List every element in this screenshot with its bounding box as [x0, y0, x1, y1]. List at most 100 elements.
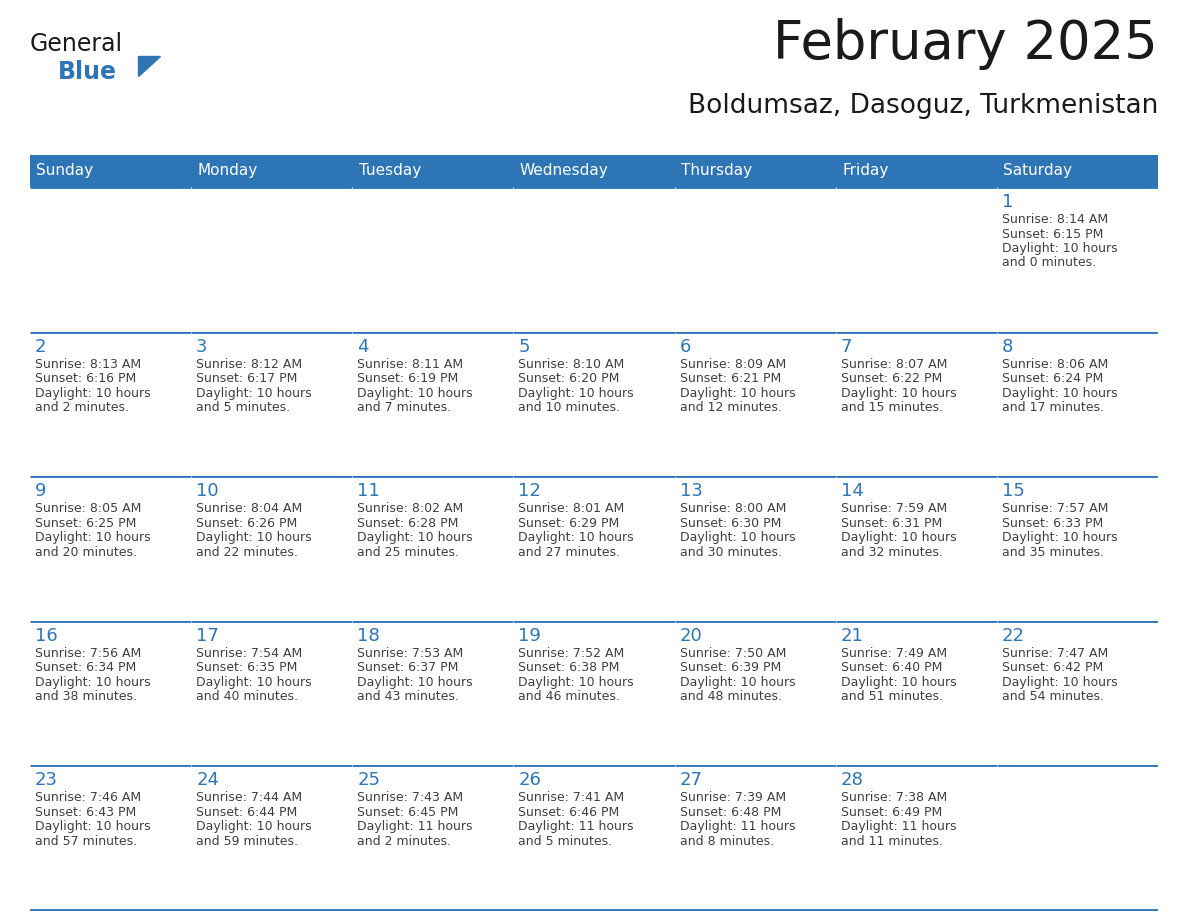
Text: Sunset: 6:34 PM: Sunset: 6:34 PM [34, 661, 137, 675]
Text: 26: 26 [518, 771, 542, 789]
Text: 9: 9 [34, 482, 46, 500]
Text: Sunset: 6:44 PM: Sunset: 6:44 PM [196, 806, 297, 819]
Text: Daylight: 10 hours: Daylight: 10 hours [841, 676, 956, 688]
Text: Sunset: 6:35 PM: Sunset: 6:35 PM [196, 661, 297, 675]
Text: and 32 minutes.: and 32 minutes. [841, 545, 942, 559]
Text: 25: 25 [358, 771, 380, 789]
Text: General: General [30, 32, 124, 56]
Text: Sunrise: 7:59 AM: Sunrise: 7:59 AM [841, 502, 947, 515]
Text: and 43 minutes.: and 43 minutes. [358, 690, 459, 703]
Text: 15: 15 [1001, 482, 1025, 500]
Text: and 30 minutes.: and 30 minutes. [680, 545, 782, 559]
Text: 24: 24 [196, 771, 219, 789]
Text: 21: 21 [841, 627, 864, 644]
Text: and 0 minutes.: and 0 minutes. [1001, 256, 1097, 270]
Text: Daylight: 10 hours: Daylight: 10 hours [196, 676, 311, 688]
Text: and 2 minutes.: and 2 minutes. [358, 834, 451, 848]
Text: Friday: Friday [842, 163, 889, 178]
Text: Sunrise: 8:05 AM: Sunrise: 8:05 AM [34, 502, 141, 515]
Text: Sunrise: 8:01 AM: Sunrise: 8:01 AM [518, 502, 625, 515]
Text: Daylight: 10 hours: Daylight: 10 hours [680, 676, 795, 688]
Text: 5: 5 [518, 338, 530, 355]
Text: 8: 8 [1001, 338, 1013, 355]
Text: Daylight: 10 hours: Daylight: 10 hours [358, 386, 473, 399]
Text: 19: 19 [518, 627, 542, 644]
Text: Daylight: 10 hours: Daylight: 10 hours [1001, 532, 1118, 544]
Text: Blue: Blue [58, 60, 116, 84]
Text: 3: 3 [196, 338, 208, 355]
Text: Sunrise: 7:54 AM: Sunrise: 7:54 AM [196, 647, 303, 660]
Text: and 35 minutes.: and 35 minutes. [1001, 545, 1104, 559]
Text: Sunrise: 8:09 AM: Sunrise: 8:09 AM [680, 358, 785, 371]
Text: Sunset: 6:43 PM: Sunset: 6:43 PM [34, 806, 137, 819]
Text: Sunrise: 7:43 AM: Sunrise: 7:43 AM [358, 791, 463, 804]
Text: Daylight: 10 hours: Daylight: 10 hours [841, 532, 956, 544]
Text: Monday: Monday [197, 163, 258, 178]
Text: 11: 11 [358, 482, 380, 500]
Text: and 25 minutes.: and 25 minutes. [358, 545, 460, 559]
Text: Sunrise: 8:12 AM: Sunrise: 8:12 AM [196, 358, 302, 371]
Text: 17: 17 [196, 627, 219, 644]
Text: Sunset: 6:25 PM: Sunset: 6:25 PM [34, 517, 137, 530]
Text: Sunset: 6:48 PM: Sunset: 6:48 PM [680, 806, 781, 819]
Text: and 27 minutes.: and 27 minutes. [518, 545, 620, 559]
Text: and 59 minutes.: and 59 minutes. [196, 834, 298, 848]
Text: 4: 4 [358, 338, 368, 355]
Text: Sunrise: 8:00 AM: Sunrise: 8:00 AM [680, 502, 786, 515]
Text: and 38 minutes.: and 38 minutes. [34, 690, 137, 703]
Text: Daylight: 10 hours: Daylight: 10 hours [518, 676, 634, 688]
Text: 18: 18 [358, 627, 380, 644]
Text: Sunset: 6:38 PM: Sunset: 6:38 PM [518, 661, 620, 675]
Text: Sunrise: 7:57 AM: Sunrise: 7:57 AM [1001, 502, 1108, 515]
Text: Sunrise: 7:47 AM: Sunrise: 7:47 AM [1001, 647, 1108, 660]
Text: Sunrise: 8:04 AM: Sunrise: 8:04 AM [196, 502, 303, 515]
Text: Sunrise: 8:06 AM: Sunrise: 8:06 AM [1001, 358, 1108, 371]
Text: Sunset: 6:19 PM: Sunset: 6:19 PM [358, 372, 459, 385]
Text: Sunset: 6:40 PM: Sunset: 6:40 PM [841, 661, 942, 675]
Text: Sunset: 6:30 PM: Sunset: 6:30 PM [680, 517, 781, 530]
Text: and 5 minutes.: and 5 minutes. [196, 401, 290, 414]
Text: 22: 22 [1001, 627, 1025, 644]
Text: Daylight: 10 hours: Daylight: 10 hours [518, 386, 634, 399]
Text: Daylight: 10 hours: Daylight: 10 hours [358, 676, 473, 688]
Text: Sunrise: 7:44 AM: Sunrise: 7:44 AM [196, 791, 302, 804]
Text: Saturday: Saturday [1004, 163, 1073, 178]
Text: 28: 28 [841, 771, 864, 789]
Text: Daylight: 10 hours: Daylight: 10 hours [358, 532, 473, 544]
Text: Sunset: 6:21 PM: Sunset: 6:21 PM [680, 372, 781, 385]
Text: Daylight: 10 hours: Daylight: 10 hours [518, 532, 634, 544]
Text: Daylight: 10 hours: Daylight: 10 hours [680, 532, 795, 544]
Text: and 46 minutes.: and 46 minutes. [518, 690, 620, 703]
Text: Sunset: 6:15 PM: Sunset: 6:15 PM [1001, 228, 1104, 241]
Text: and 2 minutes.: and 2 minutes. [34, 401, 129, 414]
Text: Daylight: 11 hours: Daylight: 11 hours [680, 821, 795, 834]
Text: and 20 minutes.: and 20 minutes. [34, 545, 137, 559]
Text: and 10 minutes.: and 10 minutes. [518, 401, 620, 414]
Text: Daylight: 10 hours: Daylight: 10 hours [196, 532, 311, 544]
Text: 12: 12 [518, 482, 542, 500]
Text: Sunset: 6:49 PM: Sunset: 6:49 PM [841, 806, 942, 819]
Text: Sunrise: 7:50 AM: Sunrise: 7:50 AM [680, 647, 786, 660]
Text: Daylight: 10 hours: Daylight: 10 hours [1001, 242, 1118, 255]
Text: Daylight: 10 hours: Daylight: 10 hours [196, 386, 311, 399]
Text: Daylight: 11 hours: Daylight: 11 hours [841, 821, 956, 834]
Text: Boldumsaz, Dasoguz, Turkmenistan: Boldumsaz, Dasoguz, Turkmenistan [688, 94, 1158, 119]
Text: Sunset: 6:37 PM: Sunset: 6:37 PM [358, 661, 459, 675]
Text: Daylight: 11 hours: Daylight: 11 hours [518, 821, 634, 834]
Text: Sunrise: 7:49 AM: Sunrise: 7:49 AM [841, 647, 947, 660]
Text: Sunrise: 7:38 AM: Sunrise: 7:38 AM [841, 791, 947, 804]
Text: Daylight: 10 hours: Daylight: 10 hours [196, 821, 311, 834]
Text: 10: 10 [196, 482, 219, 500]
Text: Sunset: 6:46 PM: Sunset: 6:46 PM [518, 806, 620, 819]
Text: Sunset: 6:45 PM: Sunset: 6:45 PM [358, 806, 459, 819]
Text: Sunrise: 7:39 AM: Sunrise: 7:39 AM [680, 791, 785, 804]
Text: Sunrise: 7:52 AM: Sunrise: 7:52 AM [518, 647, 625, 660]
Text: Thursday: Thursday [681, 163, 752, 178]
Text: 6: 6 [680, 338, 691, 355]
Text: Sunset: 6:28 PM: Sunset: 6:28 PM [358, 517, 459, 530]
Text: 13: 13 [680, 482, 702, 500]
Text: Sunset: 6:22 PM: Sunset: 6:22 PM [841, 372, 942, 385]
Text: 2: 2 [34, 338, 46, 355]
Text: 14: 14 [841, 482, 864, 500]
Text: 23: 23 [34, 771, 58, 789]
